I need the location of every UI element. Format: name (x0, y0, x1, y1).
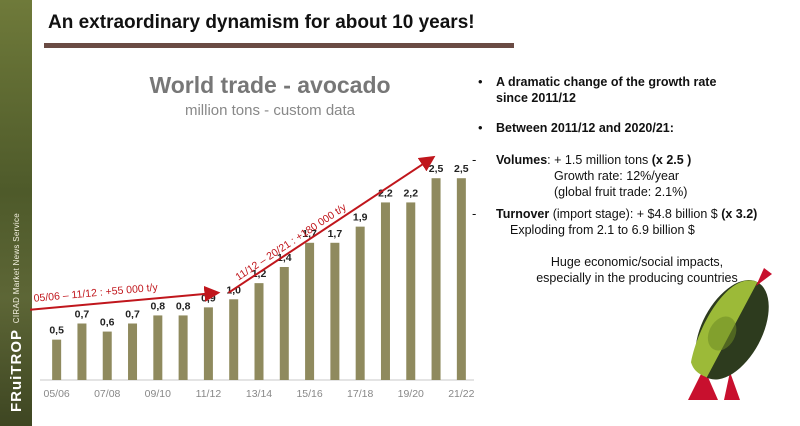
bar-10-11 (178, 315, 188, 380)
volumes-text: : + 1.5 million tons (547, 153, 652, 167)
volumes-multiplier: (x 2.5 ) (651, 153, 692, 167)
x-tick-label: 19/20 (398, 388, 424, 400)
value-label: 0,7 (75, 309, 90, 321)
exploding-text: Exploding from 2.1 to 6.9 billion $ (510, 223, 695, 237)
bar-15-16 (305, 242, 315, 380)
bar-20-21 (431, 178, 441, 380)
value-label: 1,4 (277, 252, 292, 264)
avocado-rocket-icon (688, 268, 772, 400)
chart-title: World trade - avocado (149, 72, 391, 98)
x-tick-label: 05/06 (44, 388, 70, 400)
chart-subtitle: million tons - custom data (184, 102, 356, 119)
side-service-text: CIRAD Market News Service (11, 212, 21, 323)
turnover-multiplier: (x 3.2) (721, 207, 758, 221)
bar-08-09 (128, 323, 138, 380)
value-label: 2,5 (454, 163, 469, 175)
bar-21-22 (456, 178, 466, 380)
impact-line-1: Huge economic/social impacts, (550, 255, 724, 269)
bar-17-18 (355, 226, 365, 380)
value-label: 1,7 (328, 228, 343, 240)
x-tick-label: 07/08 (94, 388, 120, 400)
x-tick-label: 15/16 (296, 388, 322, 400)
x-tick-label: 13/14 (246, 388, 272, 400)
page-title: An extraordinary dynamism for about 10 y… (48, 12, 475, 33)
x-tick-label: 11/12 (196, 388, 222, 400)
bar-14-15 (279, 267, 289, 380)
trend-arrow-1 (30, 285, 221, 311)
title-divider (44, 43, 514, 48)
x-tick-label: 17/18 (347, 388, 373, 400)
rocket-fin-left (688, 368, 718, 400)
bar-13-14 (254, 283, 264, 380)
bar-19-20 (406, 202, 416, 380)
value-label: 0,8 (151, 300, 166, 312)
bar-06-07 (77, 323, 87, 380)
rocket-tip (756, 268, 772, 286)
bullet-1-line-1: A dramatic change of the growth rate (496, 75, 717, 89)
bullet-dot-1: • (478, 74, 483, 89)
value-label: 2,2 (403, 187, 418, 199)
turnover-text: (import stage): + $4.8 billion $ (549, 207, 722, 221)
bullet-dash-3: - (472, 152, 477, 167)
rocket-fin-right (724, 372, 740, 400)
bullet-dash-4: - (472, 206, 477, 221)
bullet-4-line-1: Turnover (import stage): + $4.8 billion … (496, 206, 757, 222)
bullet-dot-2: • (478, 120, 483, 135)
fruitrop-logo: FRuiTROP (7, 329, 25, 412)
volumes-label: Volumes (496, 153, 548, 167)
trend-arrow-2 (227, 155, 436, 294)
value-label: 1,9 (353, 212, 368, 224)
value-label: 0,8 (176, 300, 191, 312)
side-brand: CIRAD Market News Service FRuiTROP (2, 0, 30, 426)
growth-rate-text: Growth rate: 12%/year (554, 169, 680, 183)
bar-16-17 (330, 242, 340, 380)
impact-line-2: especially in the producing countries (536, 271, 738, 285)
x-tick-label: 09/10 (145, 388, 171, 400)
bar-05-06 (52, 339, 62, 380)
footer-bar (32, 400, 800, 426)
bullet-2-text: Between 2011/12 and 2020/21: (496, 121, 674, 135)
x-tick-label: 21/22 (448, 388, 474, 400)
bullet-1-line-2: since 2011/12 (496, 91, 576, 105)
bullet-3-line-1: Volumes: + 1.5 million tons (x 2.5 ) (496, 152, 691, 168)
trend-label-1: 05/06 – 11/12 : +55 000 t/y (33, 281, 159, 304)
bar-chart: 0,50,70,60,70,80,80,91,01,21,41,71,71,92… (30, 155, 475, 400)
turnover-label: Turnover (496, 207, 550, 221)
bar-12-13 (229, 299, 239, 380)
bar-07-08 (102, 331, 112, 380)
value-label: 2,5 (429, 163, 444, 175)
value-label: 0,6 (100, 317, 115, 329)
bar-11-12 (203, 307, 213, 380)
avocado-body (690, 280, 769, 380)
bar-18-19 (380, 202, 390, 380)
value-label: 0,7 (125, 309, 140, 321)
global-fruit-trade-text: (global fruit trade: 2.1%) (554, 185, 688, 199)
bar-09-10 (153, 315, 163, 380)
side-strip (0, 0, 32, 426)
value-label: 0,5 (49, 325, 64, 337)
